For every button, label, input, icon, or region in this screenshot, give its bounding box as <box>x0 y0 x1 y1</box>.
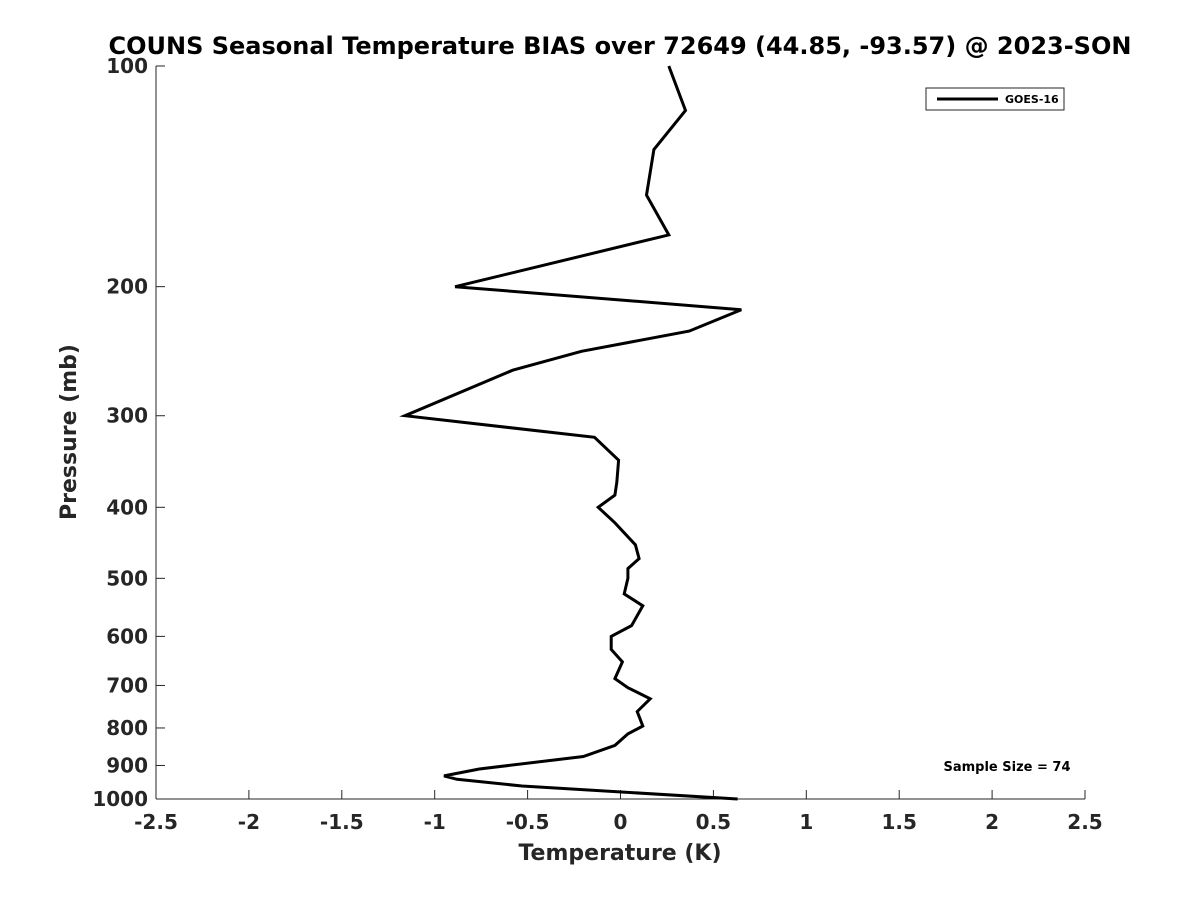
y-tick-label: 100 <box>106 54 148 78</box>
x-tick-label: 0 <box>614 810 628 834</box>
y-tick-label: 700 <box>106 673 148 697</box>
y-tick-label: 300 <box>106 404 148 428</box>
sample-size-annotation: Sample Size = 74 <box>943 760 1070 775</box>
x-axis-ticks: -2.5 -2 -1.5 -1 -0.5 0 0.5 1 1.5 2 2.5 <box>134 790 1103 834</box>
x-tick-label: 0.5 <box>696 810 731 834</box>
x-tick-label: -1.5 <box>320 810 364 834</box>
x-tick-label: -2 <box>238 810 260 834</box>
y-tick-label: 800 <box>106 716 148 740</box>
series-line-goes-16 <box>399 65 742 801</box>
y-tick-label: 900 <box>106 753 148 777</box>
y-tick-label: 1000 <box>92 787 148 811</box>
x-tick-label: 1 <box>799 810 813 834</box>
x-tick-label: 1.5 <box>881 810 916 834</box>
x-tick-label: -2.5 <box>134 810 178 834</box>
x-tick-label: 2.5 <box>1067 810 1102 834</box>
y-tick-label: 500 <box>106 566 148 590</box>
x-tick-label: -0.5 <box>506 810 550 834</box>
legend-label-goes-16: GOES-16 <box>1005 93 1059 106</box>
x-tick-label: 2 <box>985 810 999 834</box>
series-layer <box>399 65 742 801</box>
x-tick-label: -1 <box>424 810 446 834</box>
x-axis-label: Temperature (K) <box>518 841 721 866</box>
y-tick-label: 400 <box>106 495 148 519</box>
plot-area <box>156 66 1085 799</box>
legend: GOES-16 <box>925 87 1065 111</box>
y-axis-label: Pressure (mb) <box>57 344 82 520</box>
chart-title: COUNS Seasonal Temperature BIAS over 726… <box>109 32 1132 60</box>
y-tick-label: 600 <box>106 624 148 648</box>
y-tick-label: 200 <box>106 275 148 299</box>
y-axis-ticks: 100 200 300 400 500 600 700 800 900 1000 <box>92 54 165 811</box>
